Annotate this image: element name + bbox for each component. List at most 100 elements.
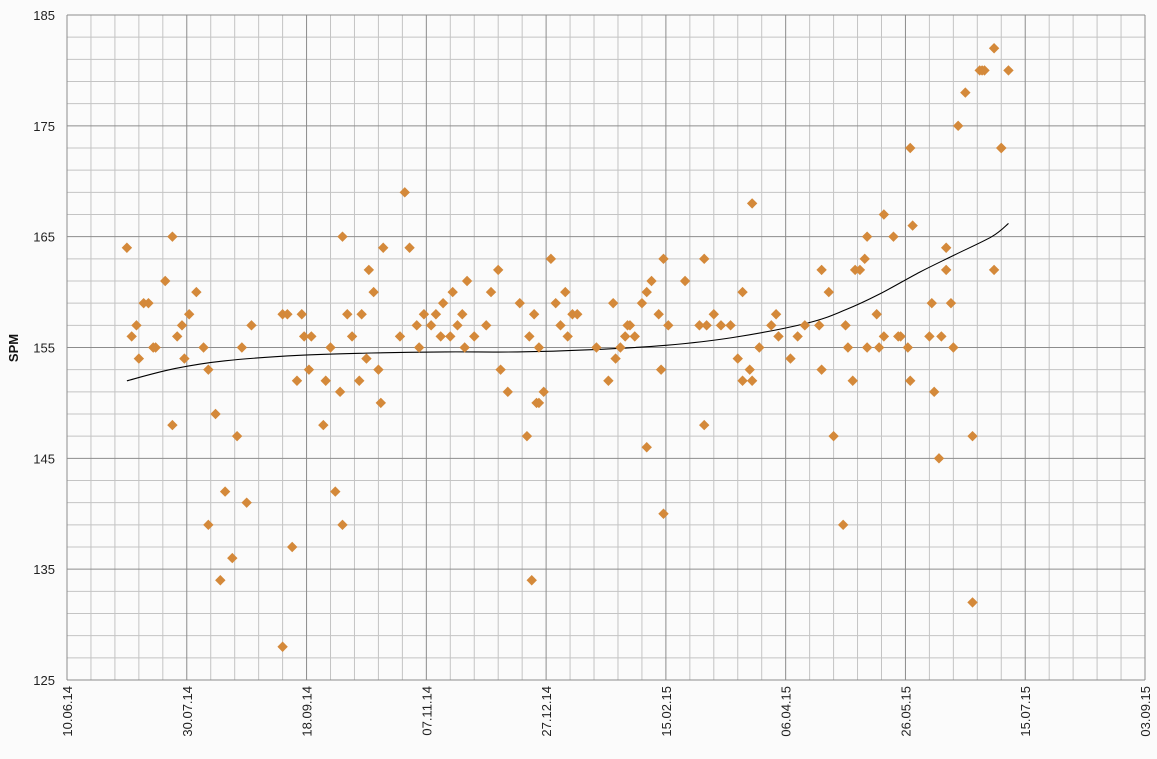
data-point <box>615 342 626 353</box>
x-tick-label: 06.04.15 <box>779 686 794 737</box>
data-point <box>699 253 710 265</box>
data-point <box>967 597 978 608</box>
data-point <box>318 419 329 431</box>
data-point <box>814 320 825 331</box>
data-point <box>526 575 537 586</box>
data-point <box>296 309 307 320</box>
x-tick-label: 07.11.14 <box>419 686 434 736</box>
data-point <box>967 430 978 442</box>
y-axis-tick-labels: 125 135 145 155 165 175 185 <box>33 8 55 688</box>
data-point <box>658 508 669 519</box>
data-point <box>655 364 667 375</box>
data-point <box>641 286 652 298</box>
data-point <box>203 519 214 531</box>
data-point <box>816 264 827 276</box>
y-tick-label: 145 <box>33 451 55 466</box>
data-point <box>888 231 899 242</box>
data-point <box>219 486 231 497</box>
data-point <box>842 342 854 353</box>
data-point <box>560 286 571 298</box>
data-point <box>495 364 506 375</box>
data-point <box>792 331 803 342</box>
data-point <box>924 331 935 342</box>
data-point <box>334 386 346 398</box>
data-point <box>905 375 916 386</box>
data-point <box>198 342 209 353</box>
y-tick-label: 155 <box>33 341 55 356</box>
data-point <box>437 297 449 309</box>
data-point <box>203 364 214 375</box>
data-point <box>160 275 171 287</box>
data-point <box>732 353 743 364</box>
x-tick-label: 03.09.15 <box>1138 686 1153 737</box>
x-tick-label: 10.06.14 <box>60 686 75 737</box>
x-tick-label: 15.02.15 <box>659 686 674 737</box>
data-point <box>907 220 918 231</box>
data-point <box>413 342 425 353</box>
data-point <box>979 65 990 76</box>
data-point <box>933 453 945 464</box>
data-point <box>960 87 971 98</box>
data-point <box>394 331 406 342</box>
data-point <box>988 264 1000 276</box>
data-point <box>940 264 952 276</box>
data-point <box>447 286 458 298</box>
data-point <box>746 198 758 209</box>
data-point <box>1003 65 1014 76</box>
data-point <box>528 309 540 320</box>
data-points <box>121 43 1014 652</box>
data-point <box>533 342 545 353</box>
x-tick-label: 15.07.15 <box>1018 686 1033 737</box>
data-point <box>701 320 712 331</box>
data-point <box>785 353 796 364</box>
data-point <box>524 331 535 342</box>
data-point <box>215 575 226 586</box>
data-point <box>952 120 964 132</box>
data-point <box>840 320 851 331</box>
data-point <box>411 320 422 331</box>
data-point <box>277 641 288 652</box>
data-point <box>179 353 190 364</box>
data-point <box>191 286 202 298</box>
data-point <box>167 231 178 242</box>
data-point <box>936 331 947 342</box>
data-point <box>121 242 133 253</box>
data-point <box>150 342 161 353</box>
data-point <box>445 331 456 342</box>
x-axis-tick-labels: 10.06.14 30.07.14 18.09.14 07.11.14 27.12.14… <box>60 686 1153 737</box>
data-point <box>481 320 492 331</box>
data-point <box>425 320 437 331</box>
data-point <box>131 320 142 331</box>
data-point <box>873 342 885 353</box>
y-tick-label: 135 <box>33 562 55 577</box>
data-point <box>231 430 243 442</box>
data-point <box>641 442 652 453</box>
data-point <box>828 430 839 442</box>
data-point <box>607 297 619 309</box>
data-point <box>363 264 375 276</box>
data-point <box>663 320 674 331</box>
data-point <box>725 320 736 331</box>
data-point <box>948 342 959 353</box>
data-point <box>361 353 372 364</box>
data-point <box>291 375 303 386</box>
data-point <box>459 342 470 353</box>
data-point <box>737 375 748 386</box>
data-point <box>171 331 183 342</box>
data-point <box>461 275 473 287</box>
data-point <box>306 331 317 342</box>
data-point <box>653 309 664 320</box>
data-point <box>435 331 446 342</box>
y-axis-label: SPM <box>6 334 21 362</box>
data-point <box>629 331 640 342</box>
data-point <box>452 320 463 331</box>
data-point <box>286 541 298 553</box>
x-tick-label: 30.07.14 <box>180 686 195 737</box>
x-tick-label: 26.05.15 <box>898 686 913 737</box>
data-point <box>418 309 430 320</box>
y-tick-label: 185 <box>33 8 55 23</box>
data-point <box>878 331 890 342</box>
data-point <box>342 309 353 320</box>
data-point <box>905 142 916 154</box>
data-point <box>298 331 310 342</box>
